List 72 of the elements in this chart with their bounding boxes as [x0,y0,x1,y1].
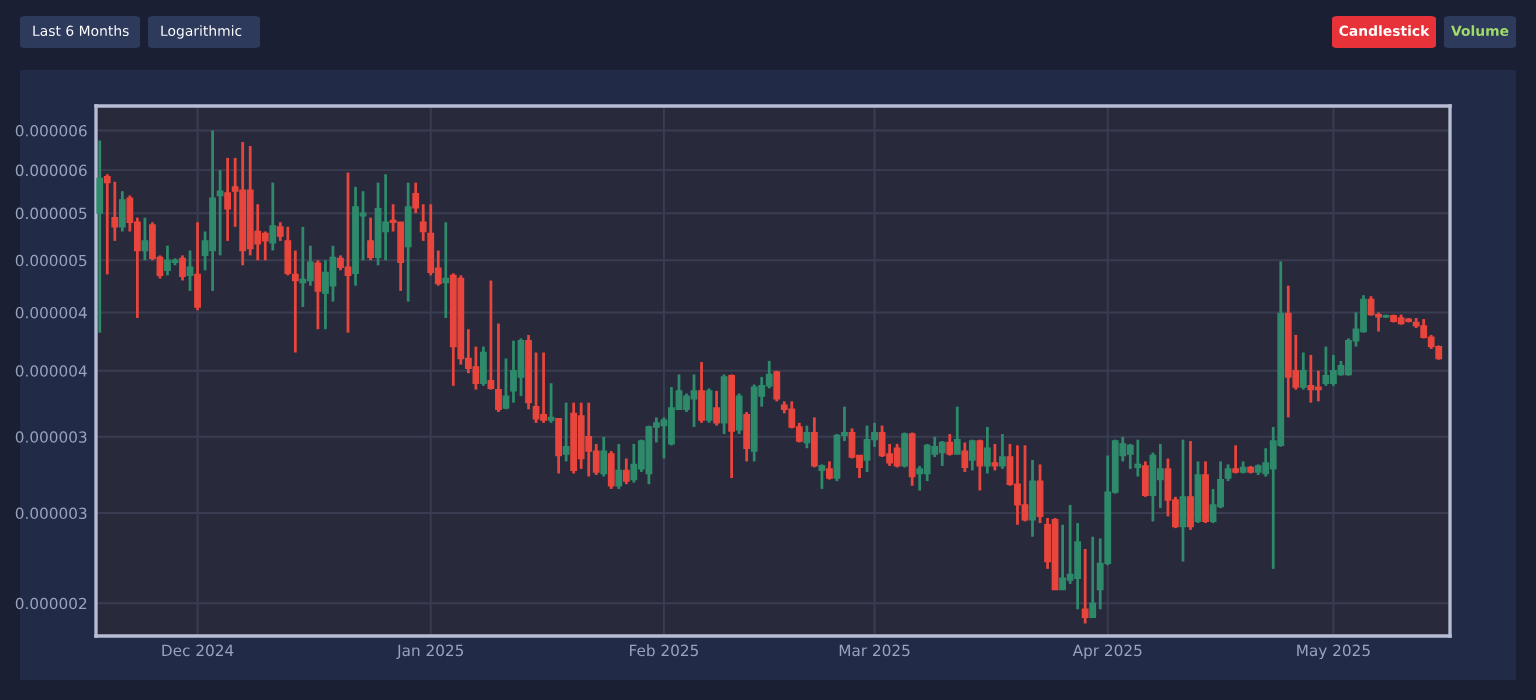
candlestick [1314,369,1322,403]
candlestick [442,220,450,320]
candlestick [961,441,969,474]
candlestick [826,460,833,481]
candlestick [953,405,961,456]
candlestick [299,225,307,309]
candlestick [615,442,623,491]
candlestick [103,172,111,276]
candlestick [577,401,585,471]
candlestick [1134,438,1142,478]
candlestick [367,216,374,262]
candlestick [479,345,487,388]
candlestick [1126,442,1134,471]
candlestick [179,254,186,282]
candlestick [118,189,126,233]
candlestick [698,360,705,425]
candlestick [164,244,171,277]
candlestick [1330,353,1337,388]
candlestick [999,432,1006,471]
candlestick [946,432,954,457]
candlestick [224,156,232,243]
candlestick [743,410,751,463]
candlestick [1232,443,1240,475]
candlestick [261,230,269,262]
candlestick [1322,345,1330,388]
candlestick [1141,460,1149,499]
candlestick [1307,353,1315,405]
candlestick [976,438,984,492]
candlestick [983,425,991,475]
candlestick [1187,439,1194,532]
candlestick [923,442,931,483]
candlestick [547,381,555,425]
candlestick [1014,443,1021,527]
candlestick [1081,547,1089,625]
candlestick [607,449,615,491]
candlestick [968,438,976,472]
candlestick [705,386,713,425]
candlestick [645,424,653,486]
candlestick [540,351,547,425]
candlestick [269,181,277,252]
candlestick [96,139,104,335]
candlestick [863,424,871,474]
candlestick [818,463,826,491]
candlestick [585,401,593,478]
candlestick [382,172,390,262]
candlestick [1029,458,1036,539]
candlestick [908,431,916,488]
candlestick [562,401,570,463]
candlestick [1036,463,1044,525]
candlestick [803,424,811,450]
candlestick [720,373,728,436]
candlestick [517,337,525,398]
candlestick [1156,442,1164,510]
candlestick [630,442,638,485]
candlestick [1149,451,1157,523]
candlestick [1202,460,1209,525]
candlestick [600,435,608,478]
candlestick [810,416,818,469]
candlestick [404,181,412,303]
candlestick [991,442,999,472]
candlestick [194,220,201,312]
candlestick [938,439,946,468]
candlestick [773,369,781,403]
candlestick [510,339,517,405]
candlestick [713,389,720,427]
candlestick [622,457,630,486]
candlestick [555,417,563,475]
candlestick [848,426,856,460]
candlestick [1089,535,1097,619]
candlestick [141,216,149,262]
candlestick [735,392,743,436]
candlestick [1299,351,1307,392]
